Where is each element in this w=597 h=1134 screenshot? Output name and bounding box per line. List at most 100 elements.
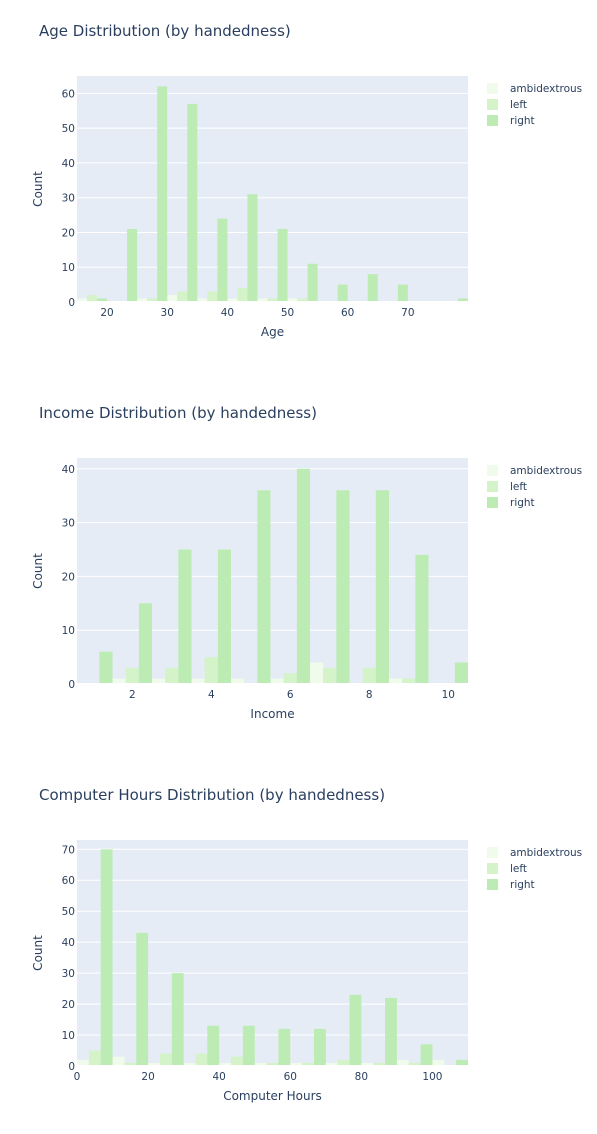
bar-ambidextrous[interactable] (137, 298, 148, 302)
bar-right[interactable] (420, 1044, 433, 1066)
bar-left[interactable] (207, 291, 218, 302)
bar-left[interactable] (323, 667, 337, 684)
bar-ambidextrous[interactable] (254, 1062, 267, 1066)
bar-right[interactable] (127, 228, 138, 302)
bar-left[interactable] (302, 1062, 314, 1066)
bar-right[interactable] (278, 1028, 291, 1066)
bar-right[interactable] (457, 298, 468, 302)
bar-left[interactable] (165, 667, 179, 684)
bar-ambidextrous[interactable] (152, 678, 166, 684)
x-tick-label: 2 (129, 689, 136, 701)
bar-right[interactable] (277, 228, 288, 302)
bar-right[interactable] (397, 284, 408, 302)
bar-ambidextrous[interactable] (270, 678, 284, 684)
bar-right[interactable] (415, 554, 429, 684)
bar-left[interactable] (147, 298, 158, 302)
legend-swatch (487, 481, 498, 492)
bar-right[interactable] (217, 218, 228, 302)
bar-ambidextrous[interactable] (432, 1059, 445, 1066)
bar-ambidextrous[interactable] (227, 298, 238, 302)
y-tick-label: 10 (62, 625, 75, 637)
bar-ambidextrous[interactable] (167, 295, 178, 302)
x-tick-label: 0 (74, 1071, 81, 1083)
bar-left[interactable] (88, 1050, 101, 1066)
bar-left[interactable] (237, 288, 248, 302)
y-tick-label: 40 (62, 158, 75, 170)
bar-right[interactable] (337, 284, 348, 302)
bar-ambidextrous[interactable] (112, 1056, 125, 1066)
y-tick-label: 0 (68, 679, 75, 691)
bar-right[interactable] (136, 932, 149, 1066)
bar-left[interactable] (373, 1062, 386, 1066)
bar-left[interactable] (124, 1062, 137, 1066)
bar-ambidextrous[interactable] (148, 1062, 160, 1066)
bar-right[interactable] (97, 298, 108, 302)
bar-left[interactable] (87, 295, 98, 302)
bar-right[interactable] (187, 103, 198, 302)
bar-right[interactable] (247, 194, 258, 302)
legend-label: right (510, 497, 535, 509)
bar-ambidextrous[interactable] (183, 1062, 196, 1066)
bar-right[interactable] (454, 662, 468, 684)
legend-swatch (487, 497, 498, 508)
bar-left[interactable] (267, 298, 278, 302)
bar-ambidextrous[interactable] (310, 662, 324, 684)
bar-left[interactable] (231, 1056, 243, 1066)
bar-ambidextrous[interactable] (197, 298, 208, 302)
bar-ambidextrous[interactable] (77, 298, 88, 302)
bar-right[interactable] (349, 994, 362, 1066)
bar-ambidextrous[interactable] (389, 678, 403, 684)
bar-right[interactable] (178, 549, 192, 684)
bar-right[interactable] (171, 973, 184, 1066)
y-tick-label: 70 (62, 844, 75, 856)
bar-ambidextrous[interactable] (290, 1062, 303, 1066)
bar-ambidextrous[interactable] (231, 678, 245, 684)
bar-ambidextrous[interactable] (287, 298, 298, 302)
bar-right[interactable] (385, 997, 397, 1066)
bar-right[interactable] (296, 468, 311, 684)
bar-left[interactable] (362, 667, 376, 684)
x-tick-label: 40 (212, 1071, 225, 1083)
bar-left[interactable] (283, 673, 297, 684)
bar-right[interactable] (257, 490, 271, 684)
bar-ambidextrous[interactable] (219, 1062, 232, 1066)
bar-left[interactable] (337, 1059, 350, 1066)
bar-ambidextrous[interactable] (396, 1059, 409, 1066)
bar-ambidextrous[interactable] (191, 678, 205, 684)
bar-right[interactable] (138, 603, 153, 684)
bar-left[interactable] (125, 667, 139, 684)
bar-right[interactable] (242, 1025, 255, 1066)
bar-left[interactable] (195, 1053, 208, 1066)
x-tick-label: 70 (401, 307, 414, 319)
bar-left[interactable] (297, 298, 308, 302)
bar-ambidextrous[interactable] (257, 298, 268, 302)
bar-left[interactable] (408, 1062, 421, 1066)
bar-ambidextrous[interactable] (112, 678, 126, 684)
bar-right[interactable] (313, 1028, 326, 1066)
bar-right[interactable] (99, 651, 113, 684)
legend-swatch (487, 863, 498, 874)
bar-left[interactable] (177, 291, 188, 302)
bar-right[interactable] (367, 274, 378, 302)
bar-left[interactable] (204, 657, 218, 684)
bar-right[interactable] (157, 86, 168, 303)
bar-left[interactable] (266, 1062, 279, 1066)
bar-ambidextrous[interactable] (77, 1059, 89, 1066)
legend-label: ambidextrous (510, 83, 583, 95)
bar-right[interactable] (207, 1025, 220, 1066)
legend-label: right (510, 115, 535, 127)
bar-right[interactable] (456, 1059, 468, 1066)
bar-right[interactable] (336, 490, 350, 684)
bar-right[interactable] (100, 849, 113, 1066)
bar-right[interactable] (307, 263, 318, 302)
bar-ambidextrous[interactable] (361, 1062, 374, 1066)
bar-right[interactable] (217, 549, 232, 684)
x-axis-label: Income (250, 707, 294, 721)
y-axis-label: Count (31, 935, 45, 971)
bar-left[interactable] (402, 678, 416, 684)
bar-left[interactable] (159, 1053, 172, 1066)
plot-area (77, 458, 468, 684)
x-tick-label: 8 (366, 689, 373, 701)
bar-right[interactable] (375, 490, 390, 684)
bar-ambidextrous[interactable] (325, 1062, 338, 1066)
